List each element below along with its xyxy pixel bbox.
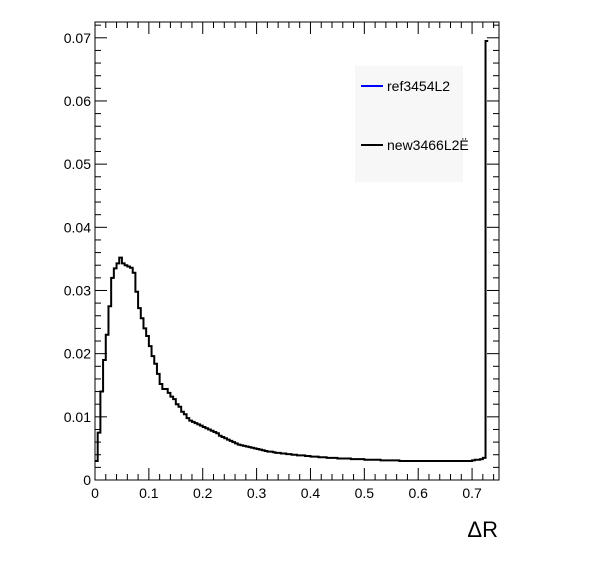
plot-frame: [94, 21, 500, 481]
x-tick-label: 0.7: [462, 485, 482, 501]
legend: ref3454L2 new3466L2Ë: [355, 66, 469, 182]
x-tick-label: 0: [91, 485, 99, 501]
x-tick-label: 0.2: [193, 485, 213, 501]
y-tick-label: 0.07: [64, 30, 91, 46]
y-tick-label: 0.02: [64, 346, 91, 362]
histogram-series: [95, 39, 489, 463]
x-tick-label: 0.1: [139, 485, 159, 501]
x-tick-label: 0.5: [355, 485, 375, 501]
histogram-line-series-1: [95, 39, 489, 463]
axis-ticks: [94, 22, 499, 481]
legend-label-new: new3466L2Ë: [387, 137, 469, 153]
y-tick-label: 0.01: [64, 409, 91, 425]
x-tick-label: 0.4: [301, 485, 321, 501]
x-tick-label: 0.6: [408, 485, 428, 501]
legend-label-ref: ref3454L2: [387, 78, 450, 94]
x-tick-label: 0.3: [247, 485, 267, 501]
y-tick-label: 0.05: [64, 156, 91, 172]
y-tick-label: 0.03: [64, 282, 91, 298]
y-tick-label: 0.04: [64, 219, 91, 235]
y-tick-label: 0: [83, 472, 91, 488]
x-axis-title: ΔR: [467, 517, 498, 542]
y-tick-label: 0.06: [64, 93, 91, 109]
tick-labels: 0 0.1 0.2 0.3 0.4 0.5 0.6 0.7 0 0.01 0.02 0.03 0.04 0…: [64, 30, 482, 501]
